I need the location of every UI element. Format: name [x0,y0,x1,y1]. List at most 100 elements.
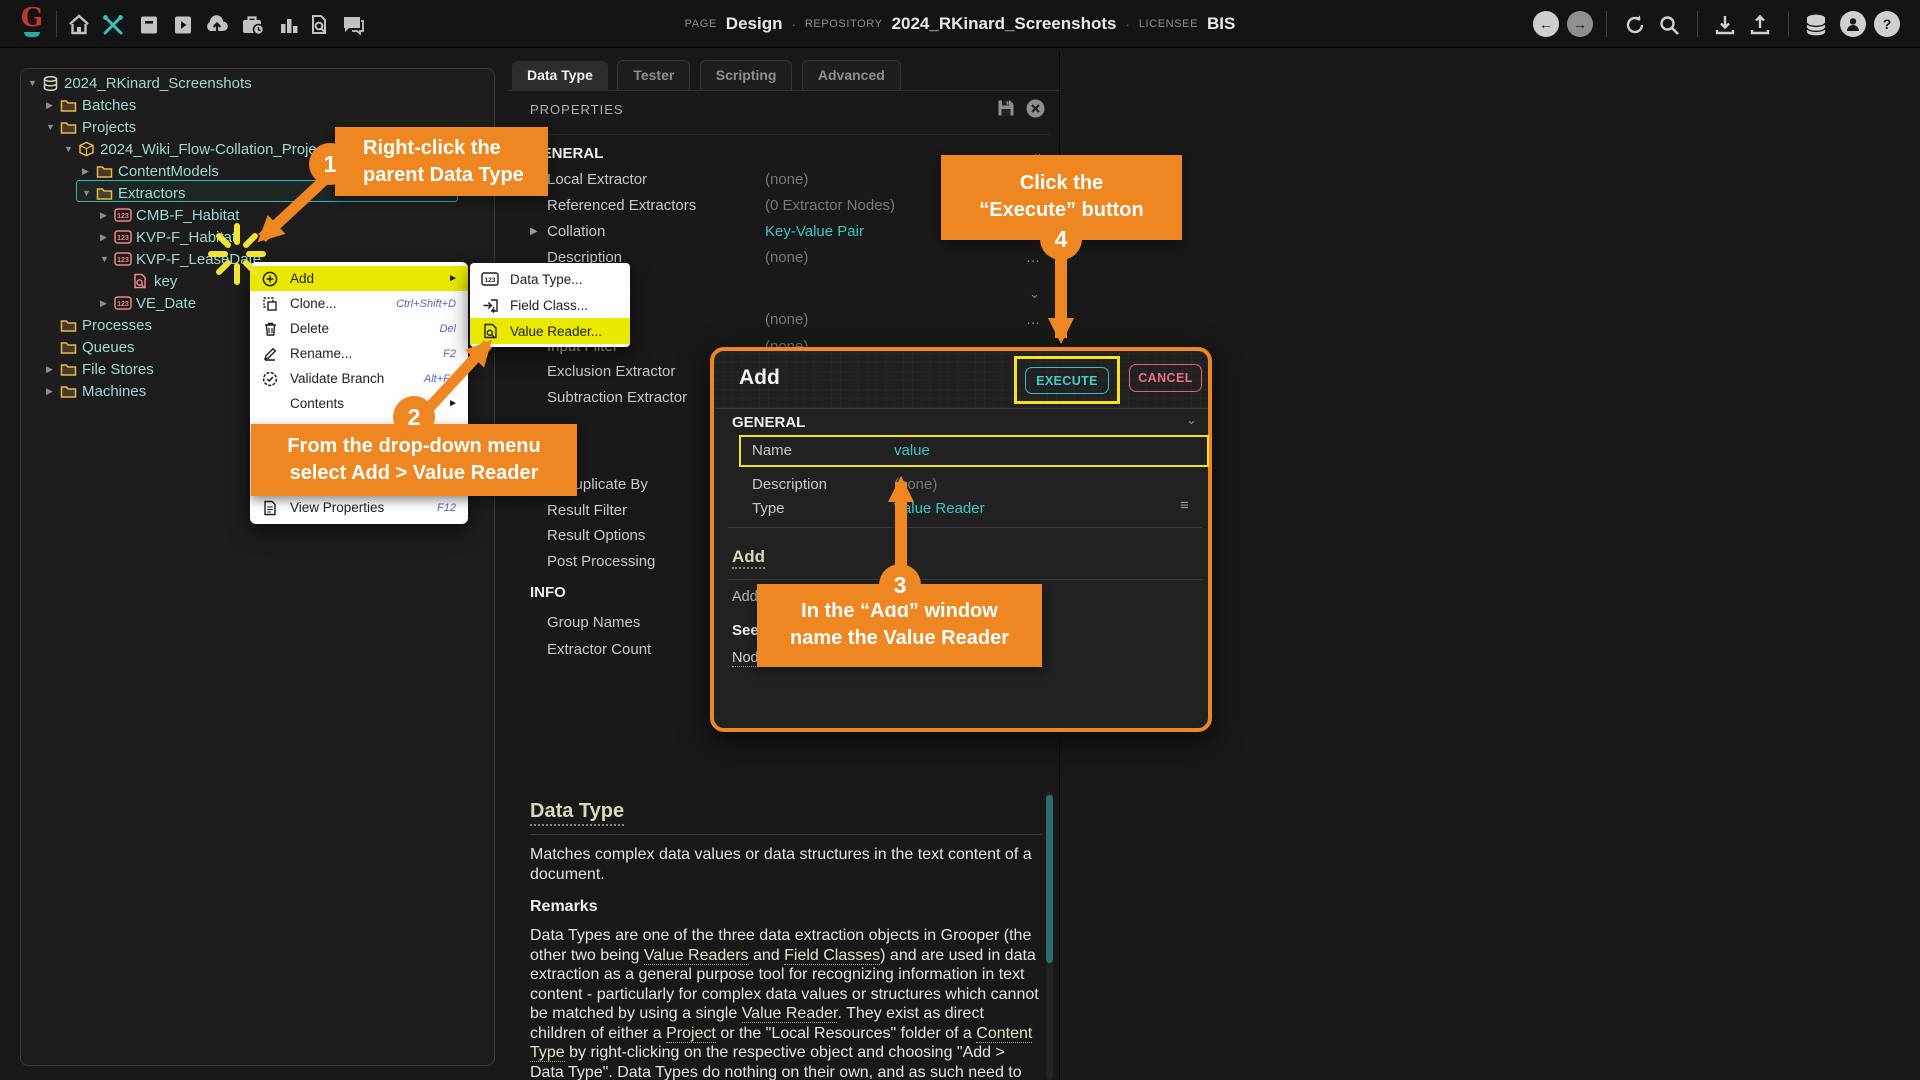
tab-advanced[interactable]: Advanced [801,60,901,90]
ellipsis-icon[interactable]: … [1026,311,1040,327]
box-play-icon[interactable] [170,12,196,38]
doc-link[interactable]: Value Reader [741,1005,838,1023]
property-row-exclusion-extractor[interactable]: Exclusion Extractor [508,360,1060,384]
tools-icon[interactable] [100,12,126,38]
briefcase-clock-icon[interactable] [240,12,266,38]
database-icon[interactable] [1803,12,1829,38]
submenu-item-data-type[interactable]: 123 Data Type... [470,266,630,292]
property-row-local-extractor[interactable]: Local Extractor (none) [508,168,1060,192]
tree-item-processes[interactable]: Processes [46,314,152,336]
submenu-item-field-class[interactable]: Field Class... [470,292,630,318]
tab-scripting[interactable]: Scripting [699,60,793,90]
expand-arrow-icon[interactable]: ▼ [82,188,91,198]
expand-arrow-icon[interactable]: ▼ [46,122,55,132]
tree-item-kvp-f-habitat[interactable]: ▶ 123 KVP-F_Habitat [100,226,236,248]
back-icon[interactable]: ← [1533,11,1559,37]
menu-item-contents[interactable]: Contents ► [250,391,468,416]
tree-item-contentmodels[interactable]: ▶ ContentModels [82,160,219,182]
hamburger-icon[interactable]: ≡ [1180,497,1189,514]
property-row-collapsed[interactable]: ⌄ [508,283,1060,307]
doc-link[interactable]: Project [666,1024,716,1043]
property-row-result-filter[interactable]: Result Filter [508,499,1060,523]
collapse-chevron-icon[interactable]: ⌄ [1032,145,1043,160]
bar-chart-icon[interactable] [276,12,302,38]
submenu-item-value-reader[interactable]: Value Reader... [470,318,630,344]
search-icon[interactable] [1656,12,1682,38]
property-value[interactable]: Key-Value Pair [765,223,864,240]
dialog-row-description[interactable]: Description (none) [714,473,1216,497]
menu-item-clone[interactable]: Clone... Ctrl+Shift+D [250,291,468,316]
tree-item-project[interactable]: ▼ 2024_Wiki_Flow-Collation_Project [64,138,328,160]
expand-arrow-icon[interactable]: ▶ [46,99,53,110]
close-icon[interactable] [1025,98,1047,120]
page-value[interactable]: Design [725,14,783,33]
expand-arrow-icon[interactable]: ▶ [100,231,107,242]
property-value[interactable]: (none) [765,171,809,188]
tree-item-projects[interactable]: ▼ Projects [46,116,136,138]
property-row-referenced-extractors[interactable]: Referenced Extractors (0 Extractor Nodes… [508,194,1060,218]
expand-arrow-icon[interactable]: ▶ [100,297,107,308]
tree-item-repository[interactable]: ▼ 2024_RKinard_Screenshots [28,72,252,94]
property-row-collation[interactable]: ▶ Collation Key-Value Pair [508,220,1060,244]
expand-arrow-icon[interactable]: ▶ [530,226,538,237]
tree-item-file-stores[interactable]: ▶ File Stores [46,358,154,380]
archive-box-icon[interactable] [136,12,162,38]
expand-arrow-icon[interactable]: ▼ [100,254,109,264]
home-icon[interactable] [66,12,92,38]
scrollbar-thumb[interactable] [1046,795,1053,963]
doc-link[interactable]: Content Type [530,1024,1033,1062]
property-row-subtraction-extractor[interactable]: Subtraction Extractor [508,386,1060,410]
repository-value[interactable]: 2024_RKinard_Screenshots [891,14,1117,33]
execute-button[interactable]: EXECUTE [1025,367,1109,394]
cloud-upload-icon[interactable] [204,12,230,38]
property-row-extractor-count[interactable]: Extractor Count [508,638,1060,662]
chat-icon[interactable] [340,12,366,38]
tree-item-queues[interactable]: Queues [46,336,135,358]
dialog-row-name[interactable]: Name value [714,439,1216,463]
type-field[interactable]: Value Reader [894,500,985,517]
property-row-post-processing[interactable]: Post Processing [508,550,1060,574]
property-row-result-options[interactable]: Result Options [508,524,1060,548]
tree-item-extractors[interactable]: ▼ Extractors [82,182,186,204]
dialog-row-type[interactable]: Type Value Reader [714,497,1216,521]
doc-link[interactable]: Value Readers [643,946,749,965]
tab-data-type[interactable]: Data Type [512,61,608,90]
property-value[interactable]: (none) [765,311,809,328]
property-row-description[interactable]: Description (none) … [508,246,1060,270]
description-field[interactable]: (none) [894,476,938,493]
upload-icon[interactable] [1747,12,1773,38]
tree-item-key[interactable]: key [118,270,177,292]
menu-item-validate-branch[interactable]: Validate Branch Alt+F1 [250,366,468,391]
collapse-chevron-icon[interactable]: ⌄ [1029,286,1040,301]
expand-arrow-icon[interactable]: ▼ [28,78,37,88]
menu-item-add[interactable]: Add ► [250,266,468,291]
tree-item-ve-date[interactable]: ▶ 123 VE_Date [100,292,196,314]
tab-tester[interactable]: Tester [617,60,691,90]
user-icon[interactable] [1840,11,1866,37]
doc-heading-link[interactable]: Data Type [530,800,625,826]
cancel-button[interactable]: CANCEL [1129,364,1202,392]
expand-arrow-icon[interactable]: ▼ [64,144,73,154]
menu-item-rename[interactable]: Rename... F2 [250,341,468,366]
property-value[interactable]: (0 Extractor Nodes) [765,197,896,214]
name-field[interactable]: value [894,442,930,459]
forward-icon[interactable]: → [1567,11,1593,37]
menu-item-view-properties[interactable]: View Properties F12 [250,495,468,520]
expand-arrow-icon[interactable]: ▶ [82,165,89,176]
tree-item-machines[interactable]: ▶ Machines [46,380,146,402]
ellipsis-icon[interactable]: … [1026,249,1040,265]
menu-item-delete[interactable]: Delete Del [250,316,468,341]
tree-item-kvp-f-leasedate[interactable]: ▼ 123 KVP-F_LeaseDate [100,248,261,270]
help-icon[interactable]: ? [1874,11,1900,37]
download-icon[interactable] [1712,12,1738,38]
property-value[interactable]: (none) [765,249,809,266]
property-row-group-names[interactable]: Group Names [508,611,1060,635]
document-search-icon[interactable] [306,12,332,38]
expand-arrow-icon[interactable]: ▶ [46,385,53,396]
doc-link[interactable]: Field Classes [784,946,881,965]
tree-item-batches[interactable]: ▶ Batches [46,94,136,116]
tree-item-cmb-f-habitat[interactable]: ▶ 123 CMB-F_Habitat [100,204,239,226]
save-icon[interactable] [996,98,1018,120]
property-row-hidden[interactable]: (none) … [508,308,1060,332]
refresh-icon[interactable] [1622,12,1648,38]
